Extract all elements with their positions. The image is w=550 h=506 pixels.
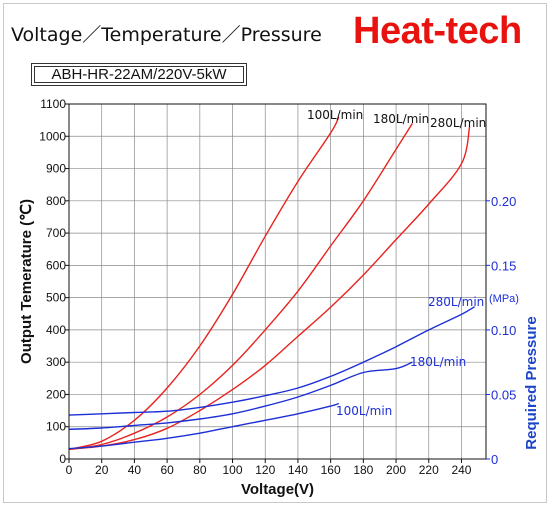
pressure-line-100L/min	[68, 402, 340, 450]
y-tick-label: 900	[46, 162, 66, 176]
x-tick-label: 220	[419, 463, 439, 477]
y-tick-label: 1000	[39, 129, 66, 143]
plot-background	[69, 104, 486, 459]
y-tick-label: 600	[46, 258, 66, 272]
plot-border	[68, 103, 487, 460]
temperature-series-label: 100L/min	[307, 108, 363, 122]
y-tick-label: 400	[46, 323, 66, 337]
y2-tick-label: 0.20	[491, 194, 516, 209]
pressure-series-label: 180L/min	[410, 355, 466, 369]
y-axis-label: Output Temerature (℃)	[18, 199, 35, 364]
y-tick-label: 100	[46, 420, 66, 434]
y-tick-label: 1100	[40, 97, 66, 111]
x-tick-label: 120	[255, 463, 275, 477]
x-tick-label: 100	[223, 463, 243, 477]
temperature-line-180L/min	[68, 123, 413, 450]
chart-title: Voltage／Temperature／Pressure	[11, 24, 322, 46]
y-tick-label: 700	[46, 226, 66, 240]
x-tick-label: 0	[66, 463, 73, 477]
y2-tick-label: 0.10	[491, 323, 516, 338]
temperature-series-label: 180L/min	[373, 112, 429, 126]
temperature-line-100L/min	[68, 116, 340, 450]
pressure-line-280L/min	[68, 306, 475, 416]
temperature-series-label: 280L/min	[430, 116, 486, 130]
x-tick-label: 240	[451, 463, 471, 477]
x-tick-label: 80	[193, 463, 207, 477]
pressure-series-label: 100L/min	[336, 404, 392, 418]
y-tick-label: 800	[46, 194, 66, 208]
axes-layer	[65, 103, 490, 463]
y2-tick-label: 0	[491, 452, 498, 467]
y-tick-label: 200	[46, 387, 66, 401]
pressure-series-label: 280L/min	[428, 295, 484, 309]
y2-axis-unit: (MPa)	[489, 293, 519, 305]
y2-axis-label: Required Pressure	[523, 316, 540, 449]
brand-logo: Heat-tech	[353, 10, 522, 52]
x-tick-label: 20	[95, 463, 109, 477]
y2-tick-label: 0.05	[491, 387, 516, 402]
model-label: ABH-HR-22AM/220V-5kW	[31, 63, 247, 86]
series-layer	[68, 116, 475, 450]
x-tick-label: 40	[128, 463, 142, 477]
pressure-line-180L/min	[68, 361, 413, 430]
x-tick-label: 200	[386, 463, 406, 477]
y2-tick-label: 0.15	[491, 258, 516, 273]
x-tick-label: 60	[160, 463, 174, 477]
x-tick-label: 160	[321, 463, 341, 477]
y-tick-label: 500	[46, 291, 66, 305]
temperature-line-280L/min	[68, 126, 471, 450]
x-axis-label: Voltage(V)	[241, 481, 314, 498]
grid-layer	[69, 104, 486, 459]
y-tick-label: 300	[46, 355, 66, 369]
label-layer: 0 20 40 60 80 100 120 140 160 180 200 220 240 0 100 200…	[18, 97, 540, 498]
x-tick-label: 140	[288, 463, 308, 477]
x-tick-label: 180	[353, 463, 373, 477]
y-tick-label: 0	[59, 452, 66, 466]
